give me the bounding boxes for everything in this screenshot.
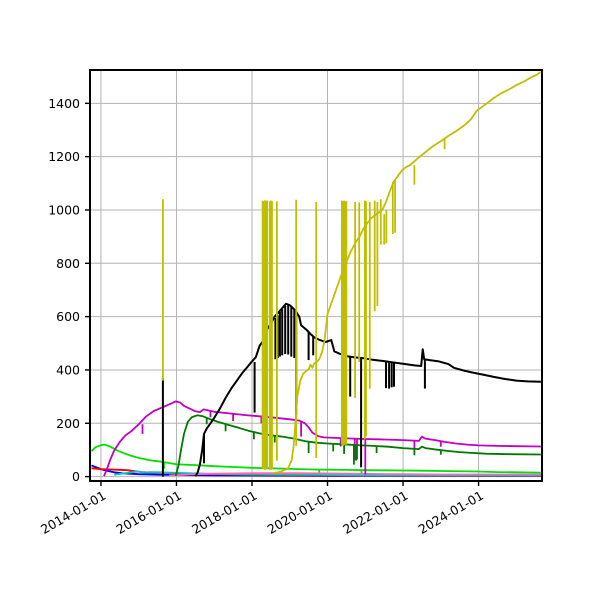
y-tick-label: 1200: [48, 149, 80, 164]
y-tick-label: 0: [72, 469, 80, 484]
y-tick-label: 200: [56, 416, 80, 431]
series-pink: [168, 472, 541, 477]
series-darkgreen: [174, 414, 541, 477]
y-tick-label: 1400: [48, 96, 80, 111]
series-black-line: [194, 302, 541, 477]
plot-border: [89, 69, 543, 482]
series-lime-line: [90, 443, 541, 474]
series-cyan: [114, 470, 541, 477]
series-cyan-line: [114, 470, 541, 477]
y-tick-label: 800: [56, 256, 80, 271]
y-tick-label: 400: [56, 362, 80, 377]
series-pink-line: [168, 472, 541, 477]
series-yellow: [161, 71, 542, 475]
y-tick-label: 600: [56, 309, 80, 324]
series-yellow-line: [272, 71, 542, 475]
series-lines: [90, 71, 542, 477]
y-tick-label: 1000: [48, 202, 80, 217]
